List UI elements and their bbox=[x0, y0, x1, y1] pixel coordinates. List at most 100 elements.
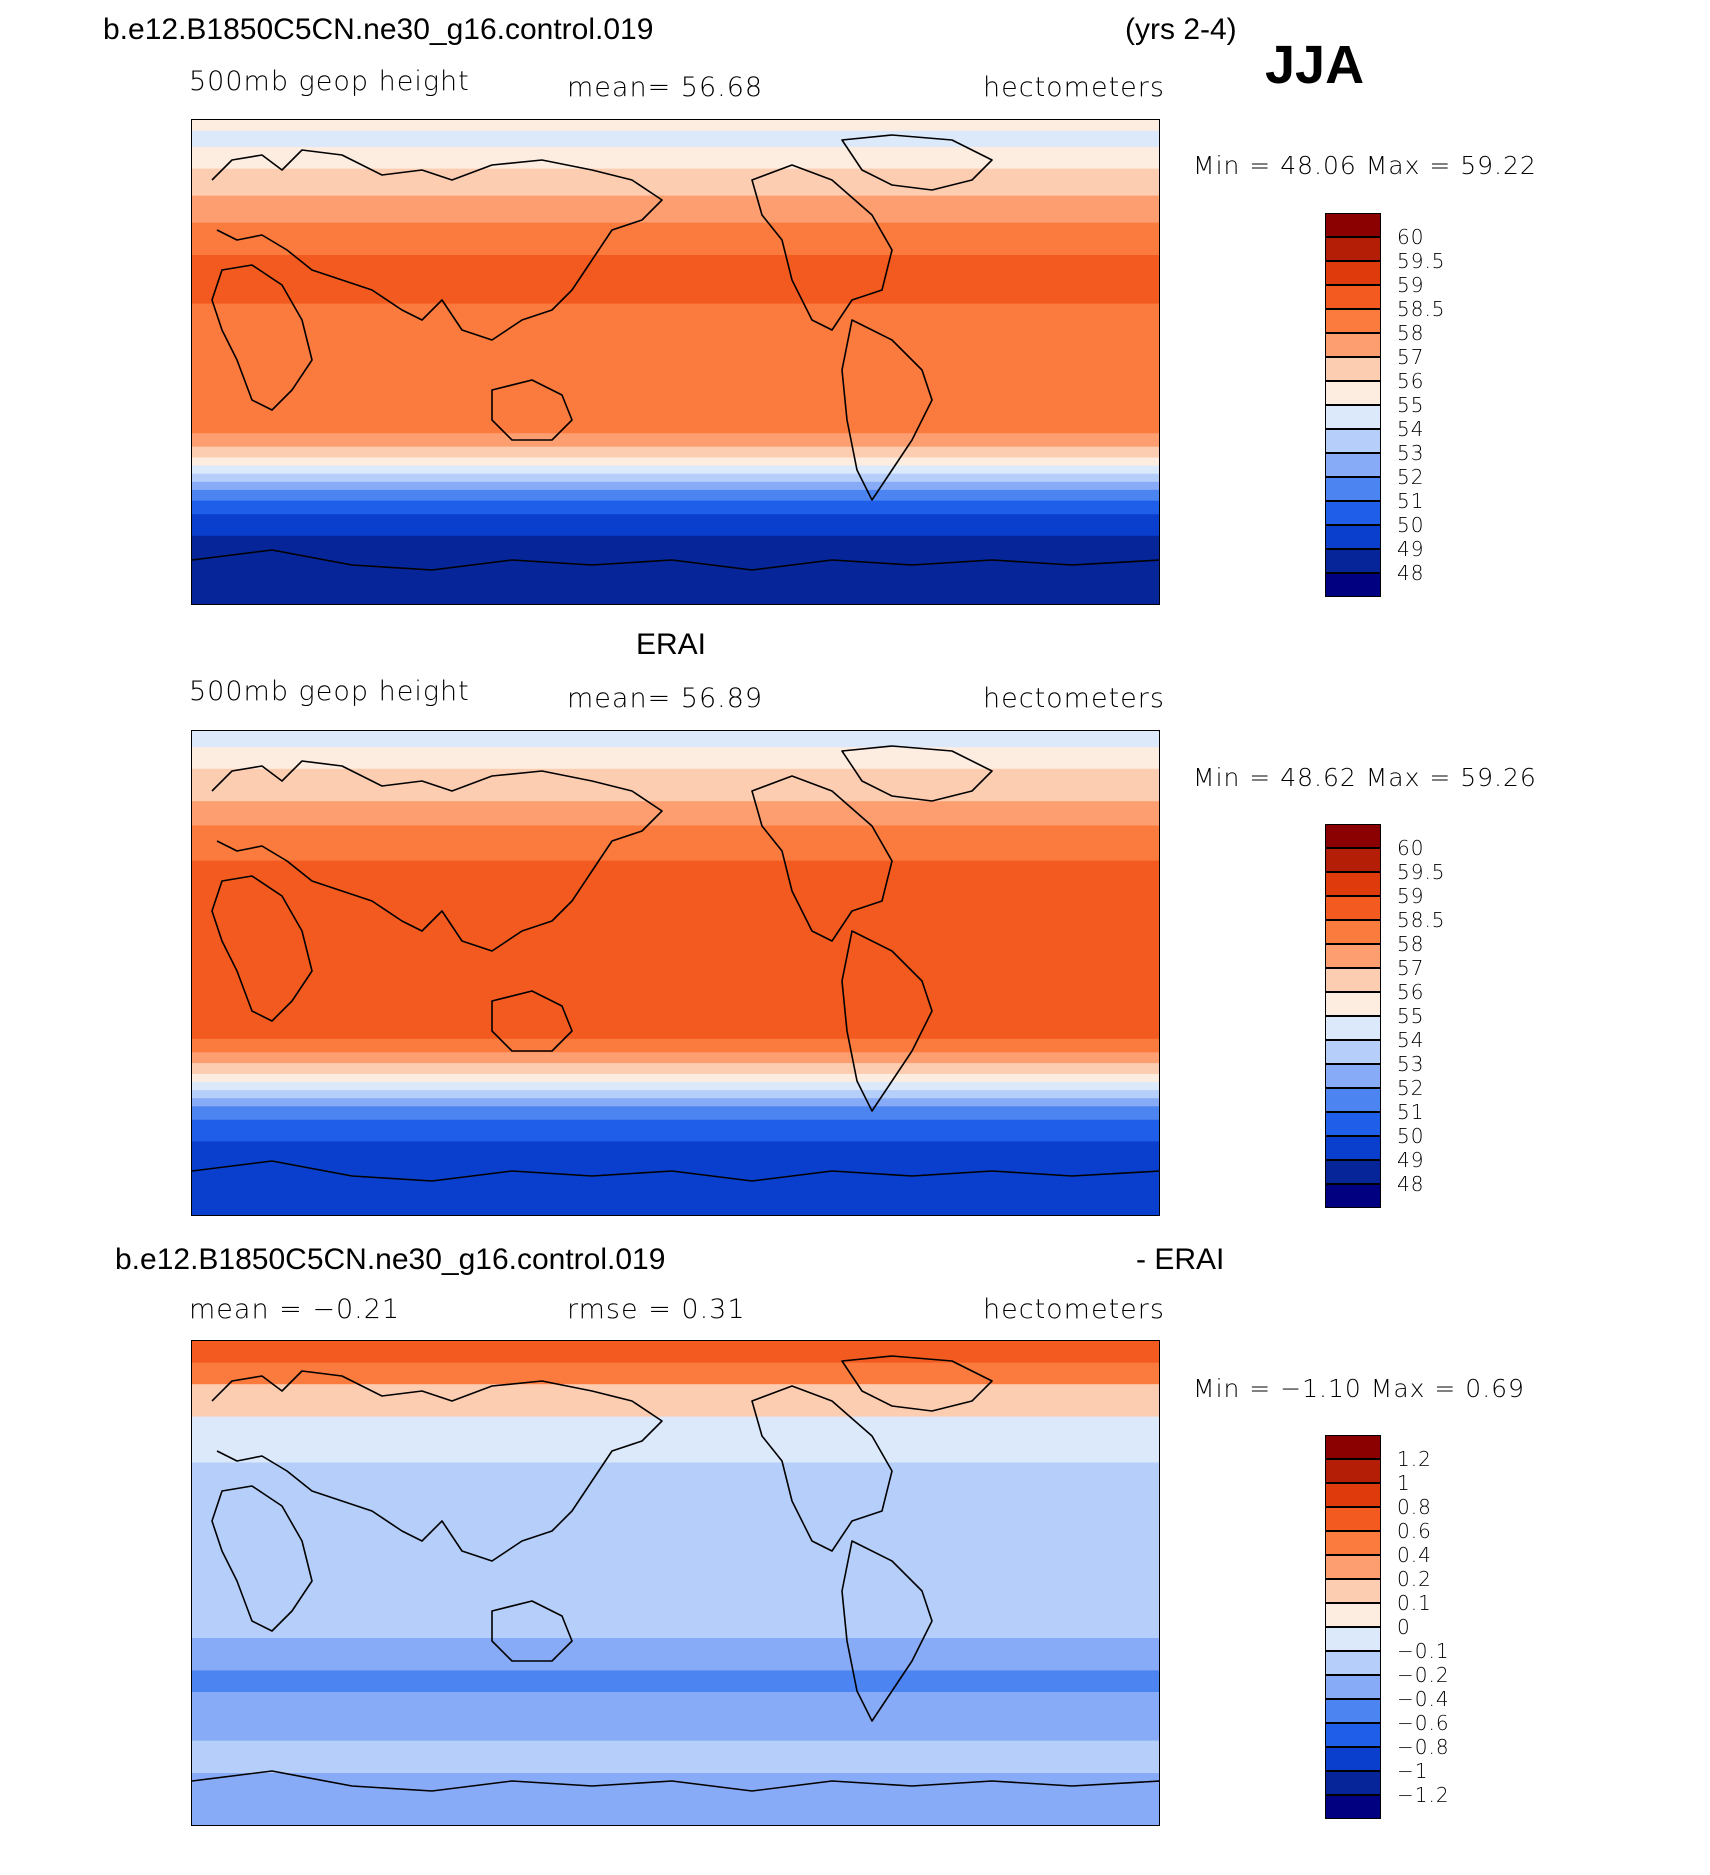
colorbar-swatch bbox=[1325, 549, 1381, 573]
contour-band bbox=[192, 1082, 1159, 1091]
colorbar-swatch bbox=[1325, 1112, 1381, 1136]
colorbar-label: 56 bbox=[1397, 980, 1425, 1004]
contour-band bbox=[192, 120, 1159, 132]
colorbar-swatch bbox=[1325, 1016, 1381, 1040]
contour-band bbox=[192, 222, 1159, 256]
coastline bbox=[491, 1600, 573, 1662]
panel1-mean: mean= 56.68 bbox=[567, 72, 764, 103]
contour-band bbox=[192, 168, 1159, 197]
contour-band bbox=[192, 457, 1159, 467]
panel2-units: hectometers bbox=[983, 683, 1165, 714]
panel1-variable: 500mb geop height bbox=[189, 66, 470, 97]
contour-band bbox=[192, 1384, 1159, 1418]
colorbar-swatch bbox=[1325, 1184, 1381, 1208]
contour-band bbox=[192, 1119, 1159, 1142]
colorbar-label: 0.4 bbox=[1397, 1543, 1432, 1567]
panel1-minmax: Min = 48.06 Max = 59.22 bbox=[1193, 151, 1537, 180]
colorbar-swatch bbox=[1325, 357, 1381, 381]
panel2-title: ERAI bbox=[636, 628, 707, 661]
panel1-map bbox=[191, 119, 1160, 605]
colorbar-label: 0.2 bbox=[1397, 1567, 1432, 1591]
colorbar-swatch bbox=[1325, 573, 1381, 597]
colorbar-label: 58 bbox=[1397, 321, 1425, 345]
panel2-variable: 500mb geop height bbox=[189, 676, 470, 707]
colorbar-label: 0 bbox=[1397, 1615, 1411, 1639]
map-svg bbox=[192, 731, 1159, 1215]
coastline bbox=[841, 1540, 933, 1722]
colorbar-swatch bbox=[1325, 429, 1381, 453]
panel1-units: hectometers bbox=[983, 72, 1165, 103]
colorbar-swatch bbox=[1325, 968, 1381, 992]
coastline bbox=[192, 1770, 1159, 1792]
colorbar-label: 0.1 bbox=[1397, 1591, 1432, 1615]
colorbar-swatch bbox=[1325, 309, 1381, 333]
colorbar-swatch bbox=[1325, 1435, 1381, 1459]
colorbar-swatch bbox=[1325, 944, 1381, 968]
colorbar-swatch bbox=[1325, 213, 1381, 237]
contour-band bbox=[192, 1098, 1159, 1107]
colorbar-label: 58.5 bbox=[1397, 297, 1446, 321]
colorbar-label: 0.6 bbox=[1397, 1519, 1432, 1543]
colorbar-swatch bbox=[1325, 992, 1381, 1016]
colorbar-swatch bbox=[1325, 453, 1381, 477]
contour-band bbox=[192, 731, 1159, 748]
contour-band bbox=[192, 768, 1159, 802]
contour-band bbox=[192, 465, 1159, 475]
colorbar-label: −0.6 bbox=[1397, 1711, 1450, 1735]
colorbar-swatch bbox=[1325, 1675, 1381, 1699]
contour-band bbox=[192, 473, 1159, 483]
contour-band bbox=[192, 433, 1159, 448]
coastline bbox=[192, 1160, 1159, 1182]
colorbar-swatch bbox=[1325, 1531, 1381, 1555]
coastline bbox=[751, 1385, 893, 1552]
colorbar-swatch bbox=[1325, 896, 1381, 920]
map-svg bbox=[192, 1341, 1159, 1825]
season-label: JJA bbox=[1265, 35, 1365, 95]
colorbar-swatch bbox=[1325, 1040, 1381, 1064]
panel3-units: hectometers bbox=[983, 1294, 1165, 1325]
colorbar-swatch bbox=[1325, 1603, 1381, 1627]
panel2-map bbox=[191, 730, 1160, 1216]
colorbar-swatch bbox=[1325, 1747, 1381, 1771]
colorbar-label: 53 bbox=[1397, 1052, 1425, 1076]
coastline bbox=[211, 875, 313, 1022]
colorbar-swatch bbox=[1325, 501, 1381, 525]
coastline bbox=[841, 930, 933, 1112]
contour-band bbox=[192, 860, 1159, 1040]
colorbar-label: 51 bbox=[1397, 1100, 1425, 1124]
contour-band bbox=[192, 303, 1159, 434]
colorbar-swatch bbox=[1325, 920, 1381, 944]
contour-band bbox=[192, 535, 1159, 604]
colorbar-swatch bbox=[1325, 477, 1381, 501]
colorbar-swatch bbox=[1325, 1723, 1381, 1747]
colorbar-label: −0.2 bbox=[1397, 1663, 1450, 1687]
colorbar-label: 0.8 bbox=[1397, 1495, 1432, 1519]
colorbar-label: 50 bbox=[1397, 1124, 1425, 1148]
colorbar-label: 58 bbox=[1397, 932, 1425, 956]
panel3-map bbox=[191, 1340, 1160, 1826]
contour-band bbox=[192, 1341, 1159, 1364]
contour-band bbox=[192, 1638, 1159, 1671]
colorbar-label: 56 bbox=[1397, 369, 1425, 393]
contour-band bbox=[192, 1038, 1159, 1053]
contour-band bbox=[192, 1740, 1159, 1774]
coastline bbox=[211, 760, 663, 952]
colorbar-label: 48 bbox=[1397, 1172, 1425, 1196]
contour-band bbox=[192, 147, 1159, 170]
coastline bbox=[841, 745, 993, 802]
colorbar-label: 57 bbox=[1397, 956, 1425, 980]
colorbar-label: 49 bbox=[1397, 537, 1425, 561]
colorbar-label: 59 bbox=[1397, 884, 1425, 908]
colorbar-swatch bbox=[1325, 237, 1381, 261]
contour-band bbox=[192, 446, 1159, 459]
contour-band bbox=[192, 195, 1159, 224]
panel3-minmax: Min = −1.10 Max = 0.69 bbox=[1193, 1374, 1525, 1403]
contour-band bbox=[192, 1141, 1159, 1215]
coastline bbox=[491, 990, 573, 1052]
colorbar-label: −0.1 bbox=[1397, 1639, 1450, 1663]
colorbar-label: 58.5 bbox=[1397, 908, 1446, 932]
panel2-mean: mean= 56.89 bbox=[567, 683, 764, 714]
colorbar-label: 51 bbox=[1397, 489, 1425, 513]
coastline bbox=[841, 319, 933, 501]
panel3-mean: mean = −0.21 bbox=[189, 1294, 401, 1325]
